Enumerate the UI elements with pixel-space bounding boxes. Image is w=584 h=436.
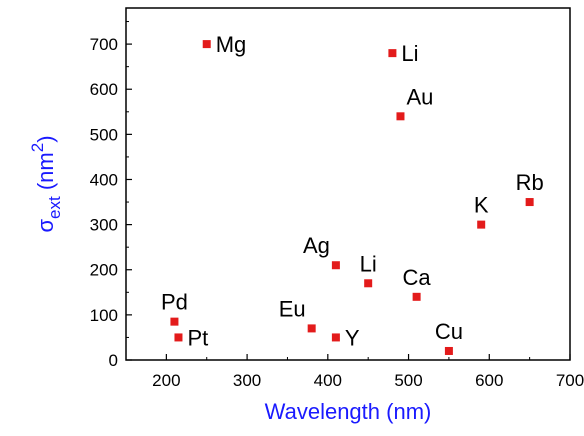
y-tick-label: 100 bbox=[90, 306, 118, 325]
y-tick-label: 700 bbox=[90, 35, 118, 54]
y-axis-title-subscript: ext bbox=[45, 196, 64, 219]
y-axis-title-sigma: σ bbox=[33, 219, 58, 233]
data-point bbox=[174, 333, 183, 342]
point-label: Ag bbox=[303, 233, 330, 258]
point-label: Au bbox=[406, 84, 433, 109]
point-label: Eu bbox=[279, 296, 306, 321]
point-label: Pt bbox=[187, 325, 208, 350]
plot-frame bbox=[125, 7, 571, 361]
y-tick-label: 200 bbox=[90, 261, 118, 280]
y-tick-label: 400 bbox=[90, 170, 118, 189]
data-point bbox=[444, 346, 453, 355]
data-points bbox=[170, 40, 534, 355]
data-point bbox=[202, 40, 211, 49]
point-label: Cu bbox=[435, 319, 463, 344]
data-point bbox=[170, 317, 179, 326]
point-label: Mg bbox=[216, 32, 247, 57]
point-label: Pd bbox=[161, 290, 188, 315]
y-axis-title: σext (nm2) bbox=[28, 135, 64, 232]
y-axis-title-close: ) bbox=[33, 135, 58, 142]
x-axis-title: Wavelength (nm) bbox=[265, 399, 432, 424]
point-label: Li bbox=[401, 41, 418, 66]
data-point bbox=[412, 292, 421, 301]
y-tick-label: 600 bbox=[90, 80, 118, 99]
data-point bbox=[364, 279, 373, 288]
data-point bbox=[307, 324, 316, 333]
y-axis: 0 100 200 300 400 500 600 700 bbox=[90, 21, 132, 370]
data-point bbox=[331, 333, 340, 342]
point-label: Li bbox=[360, 251, 377, 276]
x-tick-label: 200 bbox=[152, 371, 180, 390]
x-tick-label: 500 bbox=[394, 371, 422, 390]
x-tick-label: 700 bbox=[556, 371, 584, 390]
x-tick-label: 600 bbox=[475, 371, 503, 390]
y-tick-label: 300 bbox=[90, 216, 118, 235]
point-label: Ca bbox=[403, 265, 432, 290]
data-point bbox=[388, 49, 397, 58]
data-point bbox=[331, 261, 340, 270]
y-tick-label: 500 bbox=[90, 125, 118, 144]
x-axis: 200 300 400 500 600 700 bbox=[152, 354, 584, 390]
y-axis-title-unit: (nm bbox=[33, 152, 58, 196]
data-point bbox=[477, 220, 486, 229]
point-label: Y bbox=[345, 325, 360, 350]
y-axis-title-superscript: 2 bbox=[28, 143, 47, 152]
point-label: Rb bbox=[516, 170, 544, 195]
data-point bbox=[396, 112, 405, 121]
y-tick-label: 0 bbox=[109, 351, 118, 370]
x-tick-label: 400 bbox=[314, 371, 342, 390]
point-label: K bbox=[474, 193, 489, 218]
data-point bbox=[525, 198, 534, 207]
x-tick-label: 300 bbox=[233, 371, 261, 390]
point-labels: Mg Li Au Rb K Ag Li Ca Pd Eu Pt Y Cu bbox=[161, 32, 544, 350]
